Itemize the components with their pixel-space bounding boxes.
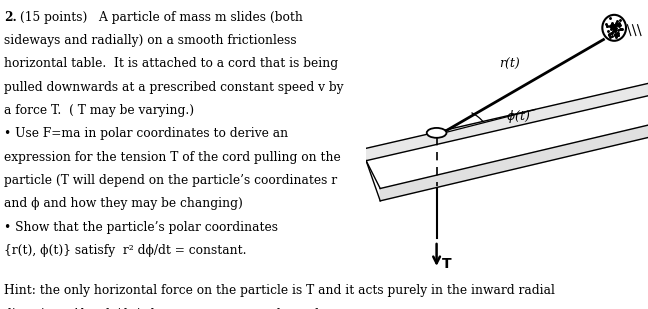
Point [601, 22, 611, 27]
Point [612, 27, 623, 32]
Point [614, 24, 624, 29]
Point [612, 23, 622, 28]
Text: {r(t), ϕ(t)} satisfy  r² dϕ/dt = constant.: {r(t), ϕ(t)} satisfy r² dϕ/dt = constant… [5, 244, 247, 257]
Point [605, 23, 615, 28]
Point [607, 30, 618, 35]
Text: $\phi$(t): $\phi$(t) [506, 108, 531, 125]
Point [608, 23, 618, 28]
Point [610, 27, 621, 32]
Circle shape [603, 15, 626, 41]
Point [615, 23, 625, 28]
Point [605, 24, 615, 29]
Text: direction.  Also dr/dt is known, constant and equal to –v.: direction. Also dr/dt is known, constant… [5, 308, 355, 309]
Text: a force T.  ( T may be varying.): a force T. ( T may be varying.) [5, 104, 194, 117]
Point [615, 18, 625, 23]
Point [607, 22, 617, 27]
Text: particle (T will depend on the particle’s coordinates r: particle (T will depend on the particle’… [5, 174, 338, 187]
Point [601, 23, 612, 28]
Point [609, 22, 619, 27]
Text: sideways and radially) on a smooth frictionless: sideways and radially) on a smooth frict… [5, 34, 297, 47]
Point [614, 21, 625, 26]
Point [612, 22, 622, 27]
Point [609, 27, 619, 32]
Point [609, 26, 619, 31]
Point [610, 29, 620, 34]
Text: expression for the tension T of the cord pulling on the: expression for the tension T of the cord… [5, 151, 341, 164]
Text: Hint: the only horizontal force on the particle is T and it acts purely in the i: Hint: the only horizontal force on the p… [5, 285, 555, 298]
Point [612, 33, 622, 38]
Point [616, 27, 626, 32]
Point [609, 24, 619, 29]
Text: (15 points)   A particle of mass m slides (both: (15 points) A particle of mass m slides … [16, 11, 303, 24]
Point [611, 25, 621, 30]
Point [605, 22, 616, 27]
Point [613, 33, 623, 38]
Point [610, 24, 620, 29]
Point [607, 22, 617, 27]
Text: and ϕ and how they may be changing): and ϕ and how they may be changing) [5, 197, 243, 210]
Polygon shape [380, 125, 648, 201]
Point [614, 26, 625, 31]
Point [610, 33, 620, 38]
Point [607, 21, 618, 26]
Point [605, 35, 615, 40]
Polygon shape [366, 83, 648, 161]
Point [609, 32, 619, 36]
Text: horizontal table.  It is attached to a cord that is being: horizontal table. It is attached to a co… [5, 57, 338, 70]
Point [611, 19, 621, 24]
Point [607, 33, 617, 38]
Text: r(t): r(t) [499, 58, 520, 71]
Text: 2.: 2. [5, 11, 17, 24]
Point [606, 25, 616, 30]
Point [610, 28, 620, 32]
Point [608, 28, 619, 33]
Point [612, 30, 623, 35]
Point [607, 27, 617, 32]
Point [606, 31, 616, 36]
Point [608, 26, 619, 31]
Text: • Show that the particle’s polar coordinates: • Show that the particle’s polar coordin… [5, 221, 279, 234]
Point [608, 25, 619, 30]
Point [608, 27, 619, 32]
Point [605, 15, 616, 20]
Point [609, 25, 619, 30]
Point [609, 33, 619, 38]
Point [614, 21, 624, 26]
Point [610, 21, 621, 26]
Text: T: T [442, 257, 452, 271]
Point [609, 24, 619, 29]
Text: pulled downwards at a prescribed constant speed v by: pulled downwards at a prescribed constan… [5, 81, 344, 94]
Point [612, 32, 623, 37]
Point [608, 23, 619, 28]
Point [617, 27, 627, 32]
Text: • Use F=ma in polar coordinates to derive an: • Use F=ma in polar coordinates to deriv… [5, 128, 288, 141]
Point [612, 31, 622, 36]
Point [604, 32, 614, 37]
Point [610, 29, 620, 34]
Point [608, 25, 618, 30]
Point [602, 24, 612, 29]
Ellipse shape [427, 128, 446, 138]
Point [603, 29, 613, 34]
Point [604, 33, 614, 38]
Point [610, 35, 621, 40]
